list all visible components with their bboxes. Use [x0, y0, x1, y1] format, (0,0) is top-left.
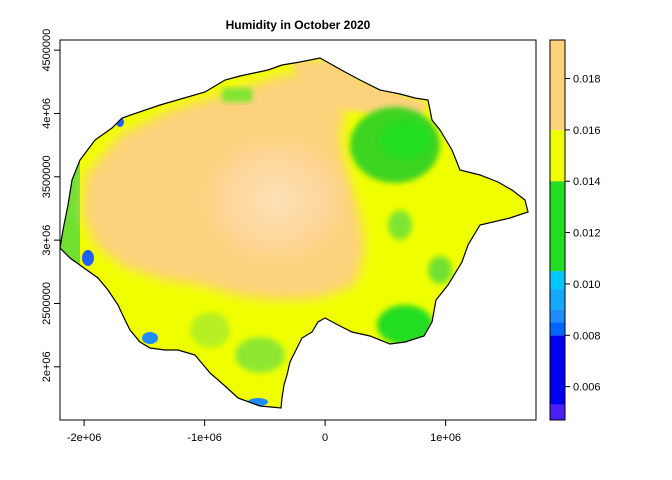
field-coast-blue-1	[82, 250, 94, 266]
axes-group: -2e+06 -1e+06 0 1e+06 2e+06 2500000 3e+06 35000…	[41, 29, 461, 444]
y-tick-label: 2500000	[41, 282, 53, 325]
y-tick-label: 2e+06	[41, 351, 53, 382]
field-north-dry	[290, 60, 428, 120]
x-tick-label: -2e+06	[67, 432, 102, 444]
y-tick-label: 4500000	[41, 29, 53, 72]
colorbar-tick-label: 0.008	[573, 330, 601, 342]
field-southeast-green	[377, 305, 433, 345]
colorbar-segment	[550, 404, 565, 420]
colorbar-segment	[550, 40, 565, 130]
colorbar-segment	[550, 322, 565, 336]
colorbar-tick-label: 0.018	[573, 74, 601, 86]
field-east-green-patch-2	[388, 210, 412, 240]
humidity-field	[60, 58, 528, 408]
colorbar-tick-label: 0.010	[573, 279, 601, 291]
colorbar-legend: 0.006 0.008 0.010 0.012 0.014 0.016 0.018	[549, 39, 601, 421]
field-west-green-band	[60, 150, 80, 290]
y-tick-label: 3e+06	[41, 225, 53, 256]
field-east-green-patch	[428, 256, 452, 284]
colorbar-tick-label: 0.006	[573, 382, 601, 394]
field-south-green	[235, 337, 285, 373]
field-southwest-green	[190, 312, 230, 348]
x-tick-label: -1e+06	[187, 432, 222, 444]
x-tick-label: 0	[322, 432, 328, 444]
chart-title: Humidity in October 2020	[225, 18, 371, 32]
colorbar-segment	[550, 129, 565, 182]
colorbar-segment	[550, 309, 565, 323]
colorbar-tick-label: 0.012	[573, 228, 601, 240]
x-tick-label: 1e+06	[430, 432, 461, 444]
field-core-driest	[200, 135, 350, 265]
colorbar-segment	[550, 335, 565, 405]
colorbar-segment	[550, 181, 565, 272]
colorbar-segment	[550, 271, 565, 290]
colorbar-tick-label: 0.016	[573, 125, 601, 137]
plot-frame	[59, 39, 537, 421]
y-tick-label: 3500000	[41, 155, 53, 198]
field-coast-blue-2	[142, 332, 158, 344]
field-north-green-speckle	[222, 88, 252, 102]
colorbar-segment	[550, 289, 565, 310]
region-boundary	[59, 57, 529, 409]
colorbar-tick-label: 0.014	[573, 176, 601, 188]
y-tick-label: 4e+06	[41, 98, 53, 129]
colorbar-frame	[549, 39, 566, 421]
field-northeast-green-core	[380, 120, 430, 160]
